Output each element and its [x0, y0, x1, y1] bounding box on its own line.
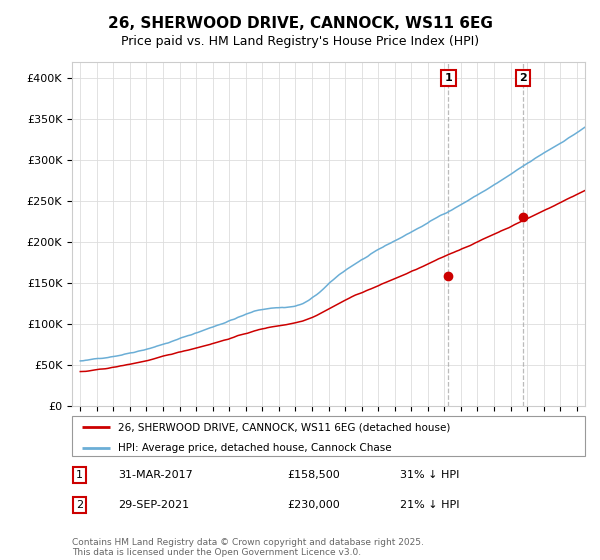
Text: 21% ↓ HPI: 21% ↓ HPI — [400, 500, 460, 510]
Text: Contains HM Land Registry data © Crown copyright and database right 2025.
This d: Contains HM Land Registry data © Crown c… — [72, 538, 424, 557]
Text: £158,500: £158,500 — [287, 470, 340, 480]
Text: 26, SHERWOOD DRIVE, CANNOCK, WS11 6EG: 26, SHERWOOD DRIVE, CANNOCK, WS11 6EG — [107, 16, 493, 31]
Text: 2: 2 — [519, 73, 527, 83]
Text: 1: 1 — [445, 73, 452, 83]
Text: HPI: Average price, detached house, Cannock Chase: HPI: Average price, detached house, Cann… — [118, 442, 392, 452]
Text: 29-SEP-2021: 29-SEP-2021 — [118, 500, 189, 510]
Text: 31-MAR-2017: 31-MAR-2017 — [118, 470, 193, 480]
FancyBboxPatch shape — [72, 416, 585, 456]
Text: Price paid vs. HM Land Registry's House Price Index (HPI): Price paid vs. HM Land Registry's House … — [121, 35, 479, 48]
Text: £230,000: £230,000 — [287, 500, 340, 510]
Text: 2: 2 — [76, 500, 83, 510]
Text: 26, SHERWOOD DRIVE, CANNOCK, WS11 6EG (detached house): 26, SHERWOOD DRIVE, CANNOCK, WS11 6EG (d… — [118, 422, 451, 432]
Text: 1: 1 — [76, 470, 83, 480]
Text: 31% ↓ HPI: 31% ↓ HPI — [400, 470, 460, 480]
